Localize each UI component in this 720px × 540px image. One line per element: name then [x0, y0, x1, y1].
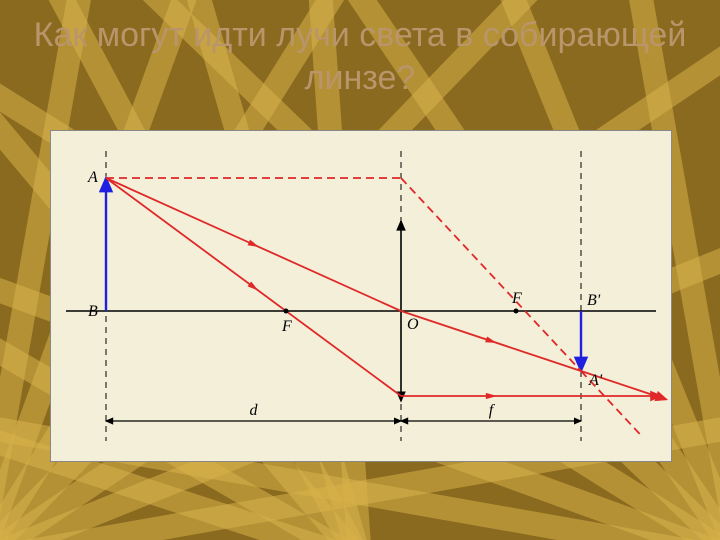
svg-text:d: d [250, 402, 259, 419]
svg-text:A: A [87, 169, 98, 186]
svg-text:B': B' [587, 292, 601, 309]
svg-text:B: B [88, 303, 98, 320]
slide: Как могут идти лучи света в собирающей л… [0, 0, 720, 540]
svg-text:A': A' [588, 372, 603, 389]
svg-text:O: O [407, 316, 419, 333]
slide-title: Как могут идти лучи света в собирающей л… [0, 14, 720, 99]
svg-text:F: F [511, 290, 522, 307]
lens-diagram: ABOFFB'A'df [50, 130, 672, 462]
svg-text:F: F [281, 318, 292, 335]
lens-diagram-svg: ABOFFB'A'df [51, 131, 671, 461]
